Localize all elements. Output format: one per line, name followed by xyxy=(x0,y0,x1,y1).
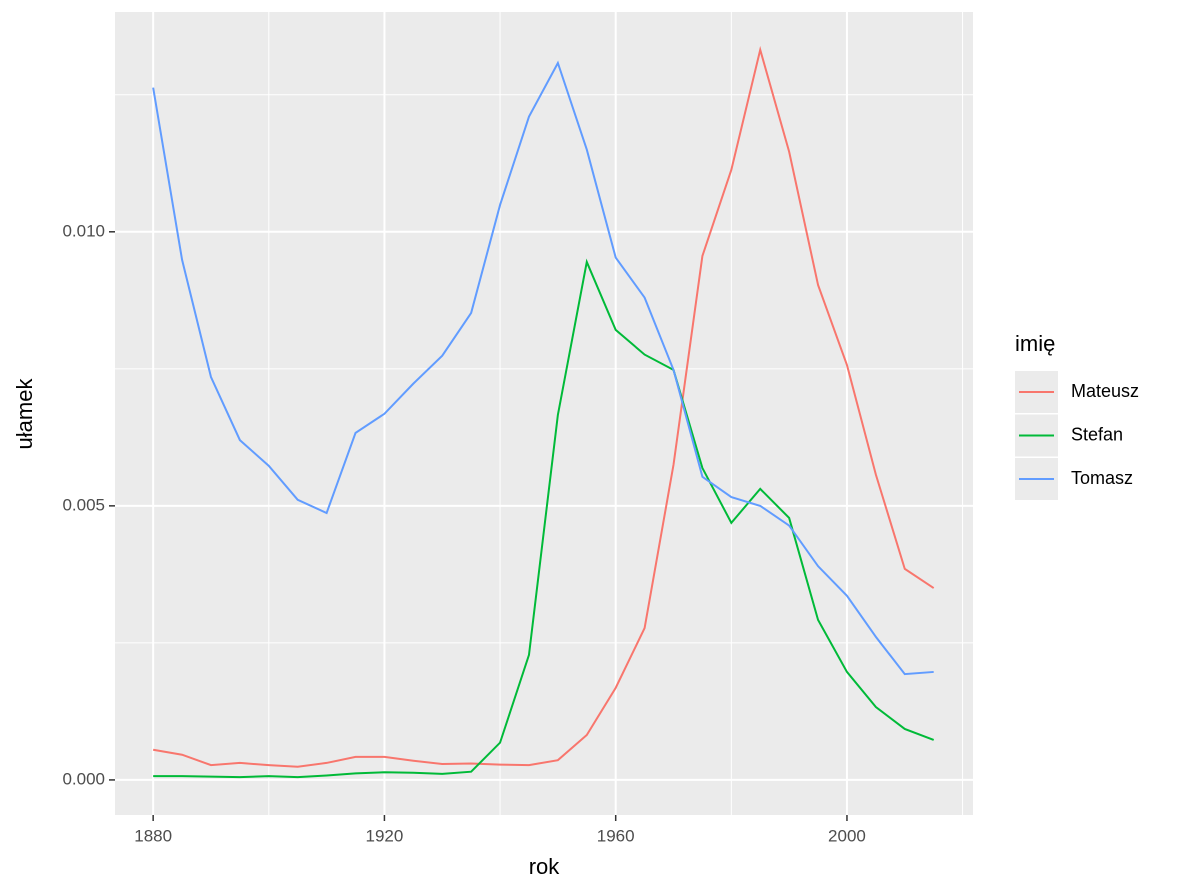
y-tick-label: 0.005 xyxy=(62,495,105,514)
y-axis-title: ułamek xyxy=(12,378,37,450)
legend-label: Stefan xyxy=(1071,424,1123,444)
y-tick-label: 0.000 xyxy=(62,769,105,788)
x-tick-label: 1920 xyxy=(366,826,404,845)
series-line xyxy=(152,45,935,768)
x-tick-label: 2000 xyxy=(828,826,866,845)
series-line xyxy=(153,258,935,779)
legend-label: Tomasz xyxy=(1071,468,1133,488)
x-axis-title: rok xyxy=(529,854,561,879)
legend-title: imię xyxy=(1015,331,1055,356)
series-line xyxy=(152,60,934,676)
x-tick-label: 1880 xyxy=(134,826,172,845)
legend-label: Mateusz xyxy=(1071,381,1139,401)
plot-panel xyxy=(115,12,973,815)
x-tick-label: 1960 xyxy=(597,826,635,845)
y-tick-label: 0.010 xyxy=(62,221,105,240)
